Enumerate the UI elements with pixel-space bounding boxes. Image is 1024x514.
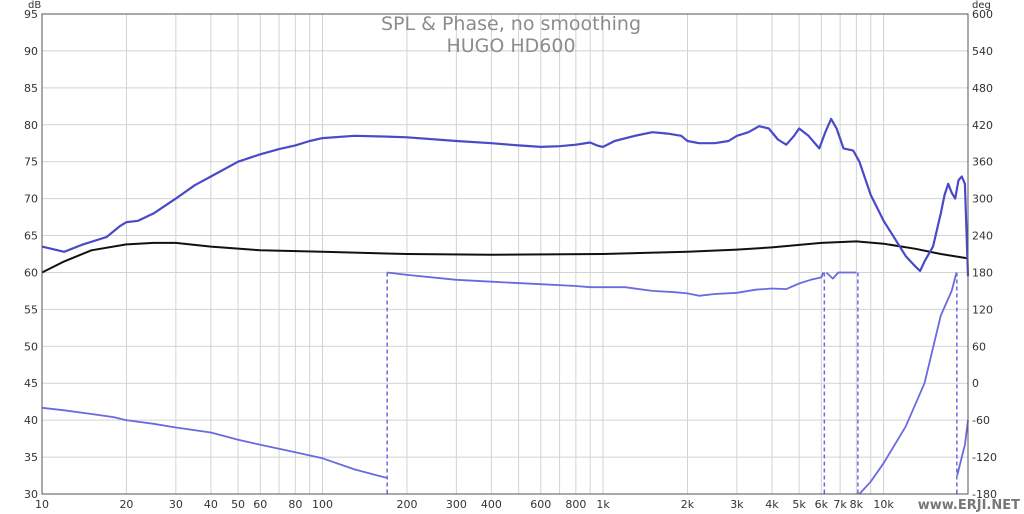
y-axis-right: -180 -120 -60 0 60 120 180 240 300 360 420 480 540 60… (972, 8, 997, 501)
x-tick-label: 300 (446, 498, 467, 511)
x-tick-label: 80 (288, 498, 302, 511)
y-right-tick-label: 300 (972, 193, 993, 206)
x-tick-label: 20 (119, 498, 133, 511)
x-tick-label: 800 (565, 498, 586, 511)
y-left-tick-label: 70 (24, 193, 38, 206)
x-axis: 10 20 30 40 50 60 80 100 200 300 400 600 800 1k 2k 3k 4k… (35, 498, 894, 511)
series-layer (41, 117, 970, 495)
x-tick-label: 60 (253, 498, 267, 511)
x-tick-label: 100 (312, 498, 333, 511)
x-tick-label: 600 (530, 498, 551, 511)
y-left-tick-label: 65 (24, 230, 38, 243)
y-right-tick-label: 480 (972, 82, 993, 95)
phase-series-segment (387, 271, 825, 297)
y-left-tick-label: 50 (24, 340, 38, 353)
x-tick-label: 40 (204, 498, 218, 511)
x-tick-label: 6k (815, 498, 829, 511)
spl-series (41, 117, 970, 277)
black-curve-series (41, 240, 969, 274)
y-right-tick-label: 600 (972, 8, 993, 21)
phase-series-segment (858, 272, 958, 495)
x-tick-label: 7k (833, 498, 847, 511)
y-left-tick-label: 90 (24, 45, 38, 58)
phase-series-segment (41, 406, 388, 479)
x-tick-label: 200 (396, 498, 417, 511)
y-left-tick-label: 95 (24, 8, 38, 21)
x-tick-label: 3k (730, 498, 744, 511)
y-left-tick-label: 75 (24, 156, 38, 169)
y-left-tick-label: 55 (24, 303, 38, 316)
chart-title: SPL & Phase, no smoothing (381, 13, 641, 35)
y-left-tick-label: 85 (24, 82, 38, 95)
y-left-unit: dB (28, 0, 41, 11)
y-right-tick-label: 540 (972, 45, 993, 58)
y-left-tick-label: 40 (24, 414, 38, 427)
x-tick-label: 4k (765, 498, 779, 511)
y-left-tick-label: 45 (24, 377, 38, 390)
y-right-tick-label: -180 (972, 488, 997, 501)
y-left-tick-label: 80 (24, 119, 38, 132)
x-tick-label: 400 (481, 498, 502, 511)
y-right-tick-label: 60 (972, 340, 986, 353)
y-right-tick-label: -60 (972, 414, 990, 427)
y-right-unit: deg (972, 0, 991, 11)
y-axis-left: 30 35 40 45 50 55 60 65 70 75 80 85 90 95 (24, 8, 38, 501)
chart-subtitle: HUGO HD600 (446, 35, 575, 57)
y-right-tick-label: 0 (972, 377, 979, 390)
y-right-tick-label: -120 (972, 451, 997, 464)
y-right-tick-label: 240 (972, 230, 993, 243)
y-left-tick-label: 30 (24, 488, 38, 501)
y-left-tick-label: 60 (24, 266, 38, 279)
y-right-tick-label: 180 (972, 266, 993, 279)
y-right-tick-label: 420 (972, 119, 993, 132)
x-tick-label: 10 (35, 498, 49, 511)
x-tick-label: 50 (231, 498, 245, 511)
phase-series-segment (956, 420, 969, 476)
x-tick-label: 8k (850, 498, 864, 511)
x-tick-label: 5k (792, 498, 806, 511)
x-tick-label: 10k (873, 498, 894, 511)
x-tick-label: 30 (169, 498, 183, 511)
y-right-tick-label: 120 (972, 303, 993, 316)
x-tick-label: 1k (596, 498, 610, 511)
y-right-tick-label: 360 (972, 156, 993, 169)
y-left-tick-label: 35 (24, 451, 38, 464)
watermark: www.ERJI.NET (918, 498, 1020, 513)
plot-frame (41, 13, 969, 495)
phase-series-segment (825, 271, 857, 280)
x-tick-label: 2k (681, 498, 695, 511)
